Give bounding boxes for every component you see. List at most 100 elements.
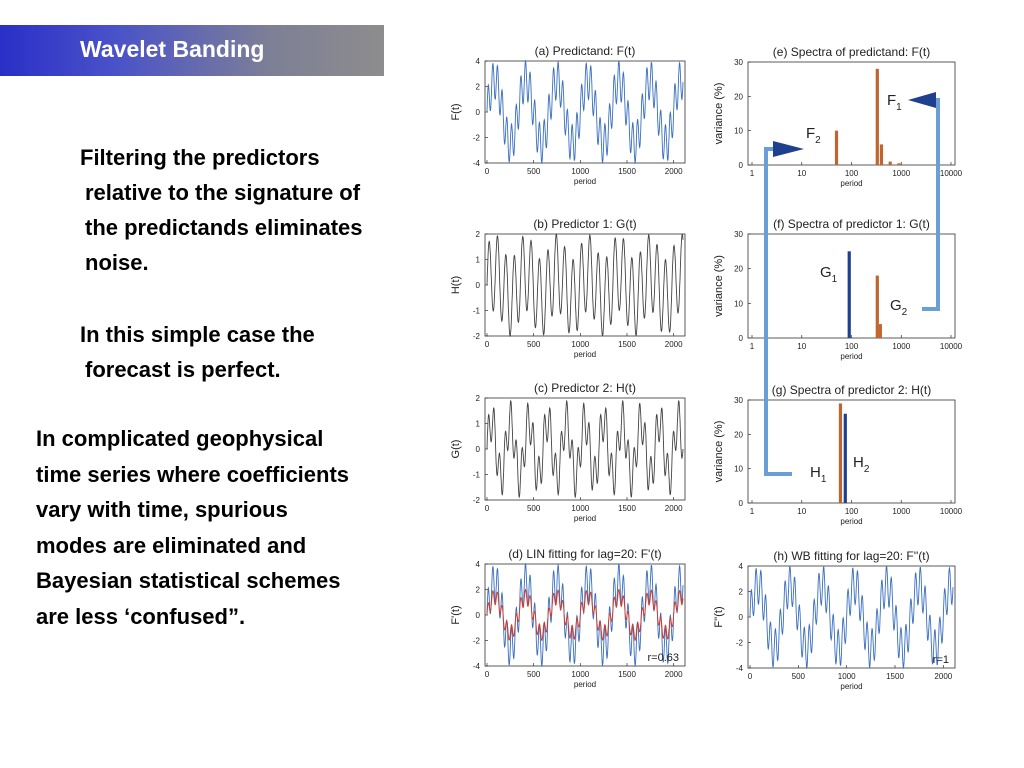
panel-b-title: (b) Predictor 1: G(t)	[533, 217, 636, 231]
panel-d-xtick-label: 2000	[665, 670, 683, 679]
panel-h-xtick-label: 1000	[838, 672, 856, 681]
panel-c-xlabel: period	[574, 514, 596, 523]
panel-a-ylabel: F(t)	[450, 103, 462, 120]
panel-e-xtick-label: 10	[797, 169, 806, 178]
panel-a-xlabel: period	[574, 177, 596, 186]
panel-d-ylabel: F'(t)	[450, 605, 462, 624]
paragraph-complicated: In complicated geophysical time series w…	[36, 421, 446, 634]
panel-b-xtick-label: 1500	[618, 340, 636, 349]
paragraph-filtering: Filtering the predictors relative to the…	[80, 140, 450, 280]
panel-e-xtick-label: 1000	[892, 169, 910, 178]
panel-d-ytick-label: 4	[476, 560, 481, 569]
panel-b-xtick-label: 2000	[665, 340, 683, 349]
panel-g-xtick-label: 1	[750, 507, 755, 516]
panel-g-bar	[838, 403, 843, 503]
paragraph-line: the predictands eliminates	[85, 215, 363, 240]
panel-c-ytick-label: 1	[476, 420, 481, 429]
panel-b-ytick-label: 0	[476, 281, 481, 290]
panel-e-ytick-label: 0	[739, 161, 744, 170]
panel-f-xtick-label: 1	[750, 342, 755, 351]
panel-f-ylabel: variance (%)	[713, 255, 725, 317]
panel-d-xtick-label: 1500	[618, 670, 636, 679]
wavelet-figure: (a) Predictand: F(t) F(t) 4 2 0 -2 -4 0 500 1000 1…	[410, 28, 990, 713]
paragraph-line: time series where coefficients	[36, 461, 350, 487]
panel-g-xtick-label: 10000	[940, 507, 963, 516]
panel-b-xtick-label: 1000	[571, 340, 589, 349]
panel-a-xtick-label: 500	[527, 167, 541, 176]
panel-b-ytick-label: -1	[473, 307, 481, 316]
panel-e-ytick-label: 30	[734, 58, 743, 67]
panel-c-ytick-label: 2	[476, 394, 481, 403]
paragraph-line: Bayesian statistical schemes	[36, 568, 341, 593]
panel-g-xlabel: period	[840, 517, 862, 526]
panel-b-xlabel: period	[574, 350, 596, 359]
panel-c-xtick-label: 500	[527, 504, 541, 513]
panel-a-title: (a) Predictand: F(t)	[535, 44, 636, 58]
arrow-head-f1	[908, 92, 936, 108]
panel-a-ytick-label: 4	[476, 57, 481, 66]
slide-title-bar: Wavelet Banding	[0, 25, 384, 76]
paragraph-line: forecast is perfect.	[85, 357, 281, 382]
paragraph-line: vary with time, spurious	[36, 497, 288, 522]
panel-f-xtick-label: 10000	[940, 342, 963, 351]
panel-g-ytick-label: 0	[739, 499, 744, 508]
figure-canvas: (a) Predictand: F(t)F(t)420-2-40 500 1000 1…	[450, 44, 963, 691]
label-g1: G1	[820, 264, 838, 285]
panel-f-ytick-label: 0	[739, 334, 744, 343]
panel-e-bar	[897, 163, 901, 165]
panel-e-ytick-label: 10	[734, 127, 743, 136]
panel-c-series-line	[486, 399, 684, 499]
panel-g-xtick-label: 10	[797, 507, 806, 516]
panel-h-ytick-label: 0	[739, 613, 744, 622]
panel-d-ytick-label: -2	[473, 637, 481, 646]
panel-d-xlabel: period	[574, 680, 596, 689]
panel-g-xtick-label: 100	[845, 507, 859, 516]
label-f1: F1	[887, 92, 902, 113]
panel-e-bar	[875, 68, 879, 165]
panel-a-series-line	[486, 59, 684, 165]
panel-f-xtick-label: 10	[797, 342, 806, 351]
panel-e-ylabel: variance (%)	[713, 83, 725, 145]
panel-h-xtick-label: 0	[748, 672, 753, 681]
paragraph-line: modes are eliminated and	[36, 532, 307, 558]
panel-f-frame	[747, 233, 956, 339]
panel-d-xtick-label: 0	[485, 670, 490, 679]
panel-e-bar	[879, 144, 884, 165]
panel-h-series-line	[749, 565, 954, 670]
panel-h-xtick-label: 1500	[886, 672, 904, 681]
panel-f-xtick-label: 100	[845, 342, 859, 351]
panel-a-ytick-label: 0	[476, 108, 481, 117]
panel-h-ytick-label: -2	[736, 639, 744, 648]
panel-a-xtick-label: 2000	[665, 167, 683, 176]
paragraph-simple-case: In this simple case the forecast is perf…	[80, 317, 450, 387]
arrow-g2-to-f1	[922, 98, 940, 311]
paragraph-line: relative to the signature of	[85, 180, 361, 205]
paragraph-line: are less ‘confused”.	[36, 603, 246, 629]
paragraph-line: Filtering the predictors	[80, 145, 320, 170]
panel-h-xtick-label: 2000	[934, 672, 952, 681]
panel-e-xlabel: period	[840, 179, 862, 188]
panel-f-ytick-label: 20	[734, 265, 743, 274]
panel-h-xtick-label: 500	[792, 672, 806, 681]
panel-h-title: (h) WB fitting for lag=20: F''(t)	[773, 549, 929, 563]
panel-f-xtick-label: 1000	[892, 342, 910, 351]
panel-e-bar	[888, 161, 892, 165]
panel-a-ytick-label: -2	[473, 134, 481, 143]
panel-h-ylabel: F''(t)	[713, 606, 725, 627]
panel-g-ylabel: variance (%)	[713, 421, 725, 483]
panel-c-xtick-label: 1500	[618, 504, 636, 513]
paragraph-line: noise.	[85, 250, 149, 275]
panel-f-bar	[875, 275, 879, 338]
panel-c-xtick-label: 0	[485, 504, 490, 513]
panel-g-xtick-label: 1000	[892, 507, 910, 516]
panel-d-note: r=0.63	[648, 652, 680, 664]
panel-e-xtick-label: 100	[845, 169, 859, 178]
panel-d-xtick-label: 500	[527, 670, 541, 679]
panel-c-ytick-label: -2	[473, 496, 481, 505]
arrow-h-to-f2	[764, 147, 792, 476]
panel-e-bar	[834, 130, 839, 165]
panel-h-note: r=1	[933, 654, 949, 666]
panel-d-xtick-label: 1000	[571, 670, 589, 679]
panel-a-ytick-label: 2	[476, 83, 481, 92]
panel-e-title: (e) Spectra of predictand: F(t)	[773, 45, 930, 59]
